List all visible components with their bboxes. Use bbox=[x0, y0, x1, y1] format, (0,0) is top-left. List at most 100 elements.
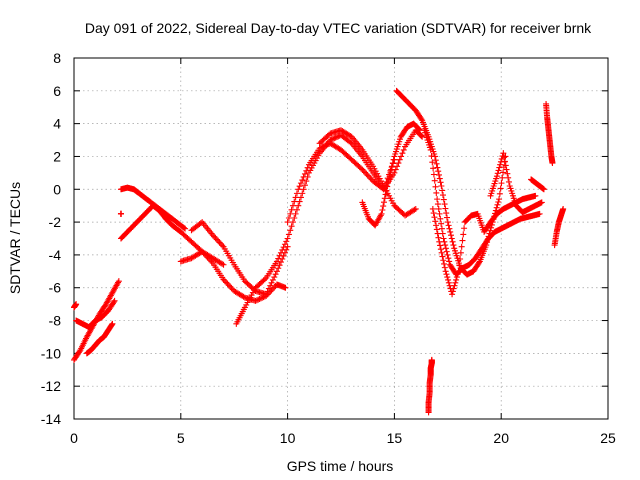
data-point bbox=[296, 183, 303, 190]
data-point bbox=[493, 204, 500, 211]
data-point bbox=[73, 301, 80, 308]
data-point bbox=[411, 206, 418, 213]
data-point bbox=[448, 232, 455, 239]
series-track-c bbox=[83, 320, 116, 357]
data-point bbox=[378, 210, 385, 217]
data-point bbox=[432, 183, 439, 190]
x-tick-label: 10 bbox=[280, 430, 296, 446]
data-point bbox=[450, 285, 457, 292]
data-point bbox=[323, 142, 330, 149]
data-point bbox=[295, 186, 302, 193]
data-point bbox=[442, 242, 449, 249]
data-point bbox=[268, 279, 275, 286]
data-point bbox=[445, 279, 452, 286]
data-point bbox=[385, 176, 392, 183]
data-point bbox=[271, 284, 278, 291]
data-point bbox=[217, 240, 224, 247]
data-point bbox=[504, 170, 511, 177]
data-point bbox=[213, 236, 220, 243]
data-point bbox=[380, 199, 387, 206]
data-point bbox=[455, 268, 462, 275]
data-point bbox=[257, 295, 264, 302]
data-point bbox=[225, 282, 232, 289]
data-point bbox=[498, 180, 505, 187]
data-point bbox=[494, 170, 501, 177]
data-point bbox=[300, 186, 307, 193]
data-point bbox=[457, 256, 464, 263]
data-point bbox=[433, 222, 440, 229]
data-point bbox=[459, 237, 466, 244]
data-point bbox=[275, 255, 282, 262]
data-point bbox=[439, 187, 446, 194]
data-point bbox=[436, 175, 443, 182]
data-point bbox=[291, 198, 298, 205]
data-point bbox=[358, 165, 365, 172]
data-point bbox=[396, 156, 403, 163]
data-point bbox=[431, 214, 438, 221]
x-tick-label: 5 bbox=[177, 430, 185, 446]
data-point bbox=[419, 133, 426, 140]
data-point bbox=[495, 167, 502, 174]
data-point bbox=[437, 179, 444, 186]
data-point bbox=[435, 168, 442, 175]
data-point bbox=[435, 234, 442, 241]
series-track-f bbox=[177, 248, 289, 304]
data-point bbox=[487, 227, 494, 234]
data-point bbox=[182, 225, 189, 232]
data-point bbox=[115, 279, 122, 286]
data-point bbox=[224, 280, 231, 287]
x-tick-label: 20 bbox=[493, 430, 509, 446]
data-point bbox=[536, 210, 543, 217]
chart-title: Day 091 of 2022, Sidereal Day-to-day VTE… bbox=[85, 20, 592, 36]
data-point bbox=[220, 276, 227, 283]
data-point bbox=[269, 276, 276, 283]
data-point bbox=[366, 173, 373, 180]
data-point bbox=[280, 244, 287, 251]
series-track-n bbox=[429, 192, 539, 298]
series-track-u bbox=[71, 301, 80, 311]
data-point bbox=[540, 186, 547, 193]
data-point bbox=[287, 227, 294, 234]
data-point bbox=[271, 274, 278, 281]
data-point bbox=[434, 196, 441, 203]
x-tick-label: 25 bbox=[600, 430, 616, 446]
data-point bbox=[429, 205, 436, 212]
data-point bbox=[388, 163, 395, 170]
data-point bbox=[444, 274, 451, 281]
data-point bbox=[276, 252, 283, 259]
data-point bbox=[449, 291, 456, 298]
data-point bbox=[299, 190, 306, 197]
series-track-k bbox=[359, 120, 424, 229]
data-point bbox=[292, 210, 299, 217]
data-point bbox=[381, 195, 388, 202]
data-point bbox=[443, 214, 450, 221]
data-point bbox=[363, 170, 370, 177]
data-point bbox=[446, 225, 453, 232]
series-track-p bbox=[528, 176, 547, 193]
data-point bbox=[297, 180, 304, 187]
data-point bbox=[441, 260, 448, 267]
data-point bbox=[476, 259, 483, 266]
data-point bbox=[452, 279, 459, 286]
data-point bbox=[332, 134, 339, 141]
data-point bbox=[454, 271, 461, 278]
data-point bbox=[453, 274, 460, 281]
data-point bbox=[434, 164, 441, 171]
data-point bbox=[329, 135, 336, 142]
data-point bbox=[447, 228, 454, 235]
data-point bbox=[299, 177, 306, 184]
data-point bbox=[197, 220, 204, 227]
data-point bbox=[532, 192, 539, 199]
data-point bbox=[297, 194, 304, 201]
data-point bbox=[501, 158, 508, 165]
data-point bbox=[429, 159, 436, 166]
data-point bbox=[201, 251, 208, 258]
data-point bbox=[457, 249, 464, 256]
data-point bbox=[360, 168, 367, 175]
data-point bbox=[277, 259, 284, 266]
data-point bbox=[449, 238, 456, 245]
data-point bbox=[110, 299, 117, 306]
data-point bbox=[451, 282, 458, 289]
data-point bbox=[453, 276, 460, 283]
data-point bbox=[432, 218, 439, 225]
